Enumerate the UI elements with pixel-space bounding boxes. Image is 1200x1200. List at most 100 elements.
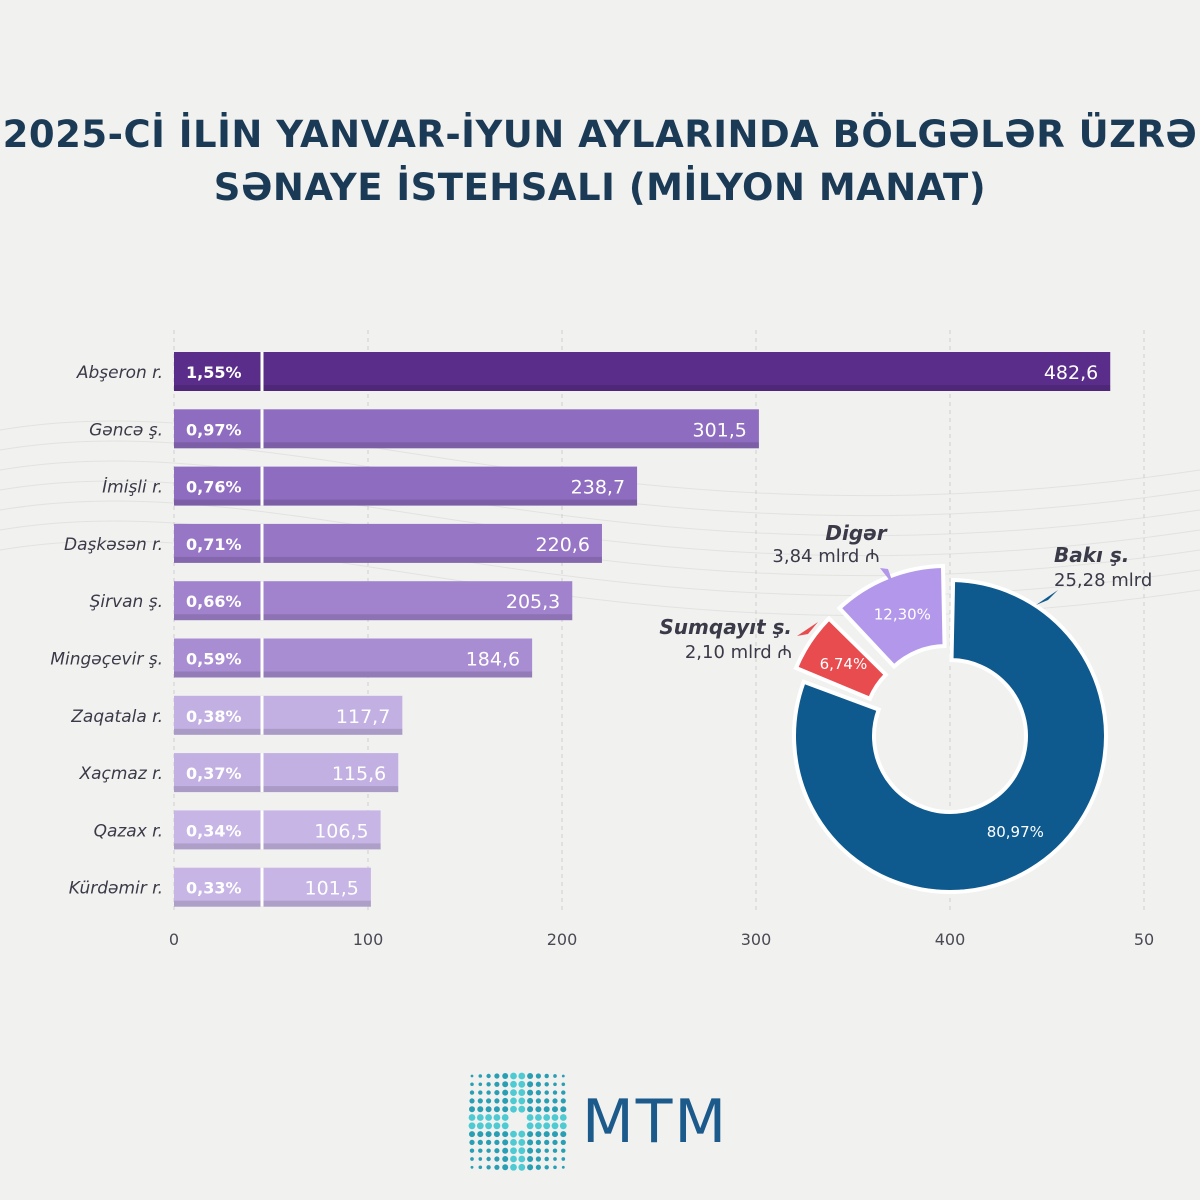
callout-baki-amount: 25,28 mlrd: [1054, 570, 1152, 591]
logo-dot: [468, 1131, 476, 1138]
logo-dot: [502, 1147, 509, 1154]
callout-diger-name: Digər: [825, 521, 887, 545]
bar-shadow: [174, 843, 381, 850]
logo-dot: [476, 1122, 484, 1130]
logo-dot: [535, 1139, 542, 1146]
share-label: 0,66%: [186, 592, 242, 611]
logo-dot: [559, 1122, 567, 1130]
slice-pct-label: 6,74%: [820, 655, 868, 673]
logo-dot: [527, 1155, 534, 1163]
logo-dot: [510, 1163, 517, 1171]
logo-dot: [469, 1106, 475, 1113]
logo-dot: [470, 1074, 474, 1078]
logo-dot: [502, 1097, 509, 1104]
value-label: 301,5: [693, 419, 747, 441]
category-label: İmişli r.: [102, 477, 163, 498]
bar-shadow: [174, 786, 399, 793]
logo-dot: [469, 1139, 475, 1146]
category-label: Daşkəsən r.: [64, 535, 163, 555]
logo-dot: [470, 1082, 474, 1087]
logo-dot: [552, 1106, 558, 1113]
x-tick-label: 300: [741, 930, 772, 949]
logo-dot: [486, 1082, 491, 1087]
logo-dot: [518, 1097, 526, 1105]
logo-dot: [477, 1139, 483, 1146]
share-label: 0,76%: [186, 478, 242, 497]
share-label: 1,55%: [186, 363, 242, 382]
donut-slice-baki: [792, 577, 1108, 894]
logo-dot: [486, 1073, 491, 1079]
title-line-2: SƏNAYE İSTEHSALI (MİLYON MANAT): [213, 166, 987, 209]
donut-slice-diger: [836, 563, 947, 670]
logo-dot: [527, 1072, 534, 1080]
logo-dot: [535, 1106, 542, 1113]
bar: [174, 523, 602, 563]
logo-dot: [535, 1148, 542, 1154]
callout-pointer: [797, 622, 818, 636]
logo-dot: [544, 1139, 550, 1146]
logo-dot: [468, 1114, 476, 1121]
value-label: 220,6: [536, 534, 590, 556]
logo-dot: [477, 1106, 484, 1113]
logo-dot: [470, 1157, 474, 1161]
logo-dot: [560, 1139, 566, 1146]
donut-chart: 80,97% 6,74% 12,30%: [792, 563, 1108, 894]
logo-dot: [552, 1148, 558, 1153]
logo-dot: [502, 1156, 509, 1162]
logo-dot: [561, 1157, 566, 1161]
logo-dot: [543, 1114, 551, 1121]
logo-dot: [486, 1156, 491, 1162]
x-tick-label: 200: [547, 930, 578, 949]
logo-dot: [478, 1157, 483, 1161]
share-label: 0,34%: [186, 821, 242, 840]
logo-dot: [510, 1080, 517, 1088]
category-label: Xaçmaz r.: [78, 764, 163, 784]
logo-dot: [552, 1090, 558, 1095]
logo-dot: [501, 1114, 509, 1121]
logo-dot: [527, 1106, 534, 1113]
logo-dot: [518, 1080, 526, 1088]
logo-dot: [502, 1106, 509, 1113]
logo-dot: [544, 1165, 549, 1170]
logo-dot: [493, 1122, 501, 1130]
logo-dot: [510, 1147, 517, 1155]
logo-dot: [510, 1097, 517, 1105]
x-tick-label: 400: [935, 930, 966, 949]
logo-dot: [535, 1114, 542, 1121]
logo-dot: [518, 1155, 526, 1163]
category-label: Mingəçevir ş.: [50, 650, 163, 670]
logo-dot: [535, 1131, 542, 1138]
value-label: 115,6: [332, 763, 386, 785]
category-label: Gəncə ş.: [89, 420, 163, 440]
category-label: Kürdəmir r.: [69, 879, 163, 899]
value-label: 101,5: [305, 878, 359, 900]
logo-dot: [561, 1090, 566, 1095]
logo-dot: [493, 1131, 500, 1138]
share-label: 0,33%: [186, 879, 242, 898]
logo-dot: [485, 1106, 492, 1113]
logo-dot: [560, 1098, 566, 1104]
callout-sumqayit-amount: 2,10 mlrd ₼: [685, 642, 792, 663]
logo-dot: [502, 1131, 509, 1138]
callout-pointer: [1036, 590, 1058, 605]
logo-dot: [493, 1106, 500, 1113]
logo-dot: [553, 1082, 557, 1087]
logo-dot: [468, 1122, 476, 1130]
logo-dot: [485, 1122, 493, 1130]
share-label: 0,71%: [186, 535, 242, 554]
logo-dot: [518, 1105, 526, 1113]
logo-dot: [544, 1082, 549, 1087]
category-label: Zaqatala r.: [70, 707, 163, 727]
logo-dot: [535, 1098, 542, 1104]
callout-diger-amount: 3,84 mlrd ₼: [772, 546, 879, 567]
logo-dot: [486, 1098, 492, 1104]
logo-dot: [502, 1081, 509, 1088]
bar-shadow: [174, 499, 638, 506]
logo-dot: [551, 1114, 559, 1121]
value-label: 205,3: [506, 591, 560, 613]
logo-dot: [526, 1114, 534, 1121]
bar: [174, 352, 1111, 391]
share-label: 0,37%: [186, 764, 242, 783]
page-title: 2025-Cİ İLİN YANVAR-İYUN AYLARINDA BÖLGƏ…: [0, 108, 1200, 214]
